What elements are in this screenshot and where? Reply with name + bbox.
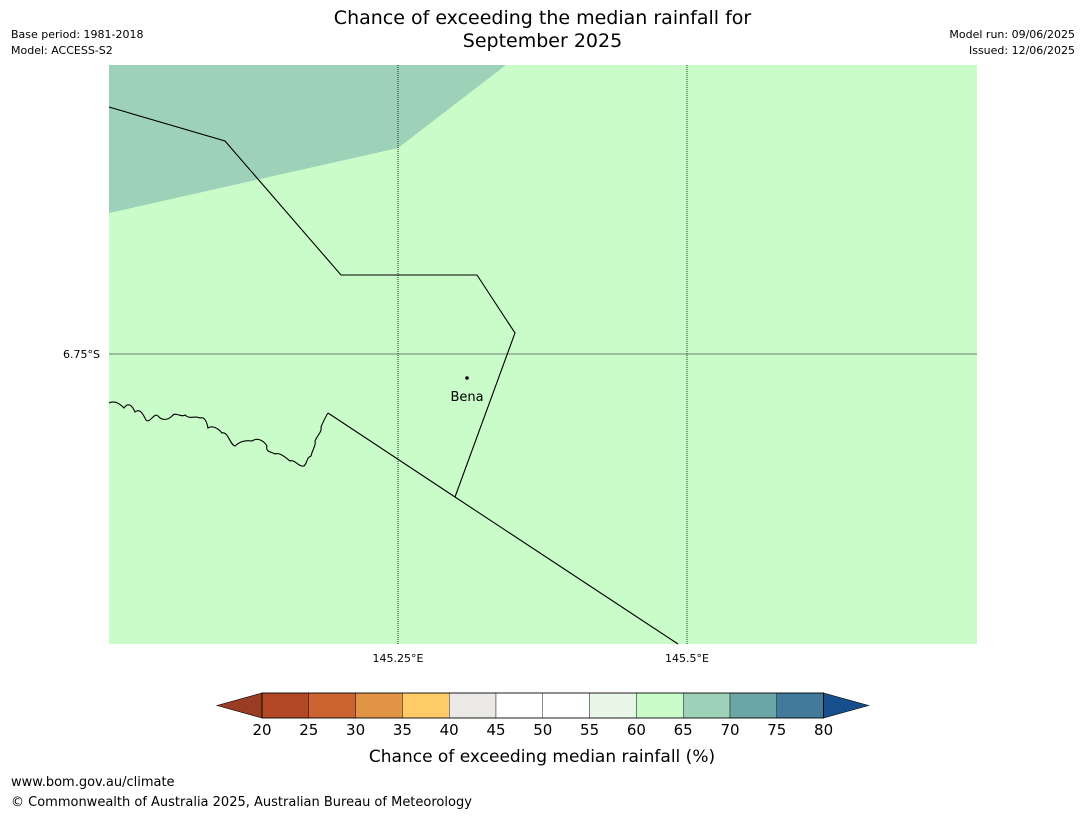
colorbar-ticks: 20 25 30 35 40 45 50 55 60 65 70 75 80 xyxy=(252,721,833,739)
colorbar-swatch xyxy=(683,692,731,719)
model-run-text: Model run: 09/06/2025 xyxy=(949,28,1075,41)
province-boundary xyxy=(327,412,679,645)
colorbar-tick-label: 55 xyxy=(580,721,599,739)
higher-chance-region xyxy=(109,65,506,213)
colorbar-swatch xyxy=(308,692,356,719)
colorbar-swatch xyxy=(355,692,403,719)
colorbar-tick-label: 60 xyxy=(627,721,646,739)
colorbar-swatch xyxy=(402,692,450,719)
place-label-bena: Bena xyxy=(450,390,483,405)
colorbar-tick-label: 20 xyxy=(252,721,271,739)
colorbar-swatch xyxy=(729,692,777,719)
model-text: Model: ACCESS-S2 xyxy=(11,44,113,57)
province-boundary xyxy=(108,106,516,498)
meta-right: Model run: 09/06/2025 Issued: 12/06/2025 xyxy=(949,27,1075,59)
colorbar-swatch xyxy=(261,692,309,719)
colorbar-outline xyxy=(261,692,824,719)
map-title-line1: Chance of exceeding the median rainfall … xyxy=(333,7,752,29)
colorbar-swatch xyxy=(636,692,684,719)
meta-left: Base period: 1981-2018 Model: ACCESS-S2 xyxy=(11,27,143,59)
lon-label: 145.5°E xyxy=(665,652,709,665)
colorbar-swatches xyxy=(215,692,870,719)
issued-text: Issued: 12/06/2025 xyxy=(968,44,1075,57)
colorbar-tick-label: 70 xyxy=(720,721,739,739)
footer-copyright: © Commonwealth of Australia 2025, Austra… xyxy=(11,795,472,810)
colorbar-under-arrow xyxy=(215,692,263,719)
colorbar-swatch xyxy=(495,692,543,719)
colorbar-swatch xyxy=(589,692,637,719)
coastline xyxy=(108,401,329,467)
colorbar-tick-label: 80 xyxy=(814,721,833,739)
colorbar-swatch xyxy=(449,692,497,719)
colorbar-tick-label: 65 xyxy=(674,721,693,739)
colorbar-tick-label: 50 xyxy=(533,721,552,739)
colorbar-tick-label: 35 xyxy=(393,721,412,739)
map-title-line2: September 2025 xyxy=(462,30,623,52)
base-period-text: Base period: 1981-2018 xyxy=(11,28,144,41)
colorbar-swatch xyxy=(776,692,824,719)
lon-label: 145.25°E xyxy=(373,652,424,665)
colorbar-title: Chance of exceeding median rainfall (%) xyxy=(369,747,715,767)
colorbar-tick-label: 30 xyxy=(346,721,365,739)
colorbar-tick-label: 40 xyxy=(440,721,459,739)
map-panel: Bena 6.75°S 145.25°E 145.5°E xyxy=(63,65,977,665)
map-title: Chance of exceeding the median rainfall … xyxy=(0,7,1085,53)
bena-marker xyxy=(465,376,469,380)
lat-label: 6.75°S xyxy=(63,348,100,361)
colorbar: 20 25 30 35 40 45 50 55 60 65 70 75 80 Chance of exc… xyxy=(215,692,870,767)
colorbar-tick-label: 75 xyxy=(767,721,786,739)
footer-url: www.bom.gov.au/climate xyxy=(11,775,175,790)
colorbar-over-arrow xyxy=(823,692,870,719)
colorbar-tick-label: 25 xyxy=(299,721,318,739)
colorbar-swatch xyxy=(542,692,590,719)
colorbar-tick-label: 45 xyxy=(486,721,505,739)
